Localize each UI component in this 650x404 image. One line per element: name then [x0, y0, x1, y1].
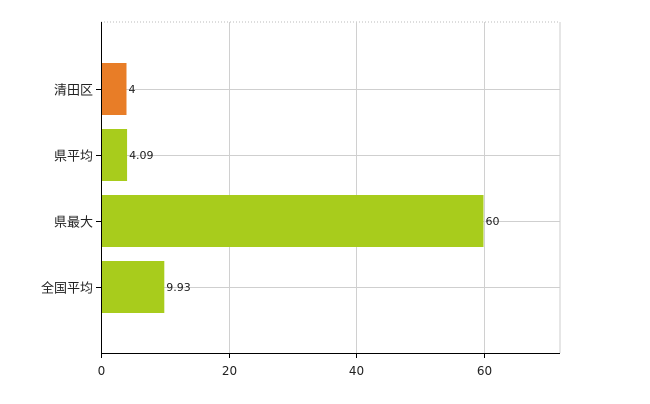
bars	[101, 63, 484, 313]
bar	[101, 261, 165, 313]
category-label: 県最大	[54, 216, 93, 231]
data-label: 9.93	[166, 281, 191, 294]
x-tick-label: 20	[222, 364, 237, 378]
axes	[96, 22, 560, 358]
bar	[101, 195, 484, 247]
bar	[101, 63, 127, 115]
x-tick-label: 60	[477, 364, 492, 378]
category-label: 清田区	[54, 84, 93, 99]
data-label: 4.09	[129, 149, 154, 162]
category-label: 全国平均	[41, 281, 93, 297]
x-tick-label: 0	[98, 364, 106, 378]
bar	[101, 129, 128, 181]
data-label: 4	[129, 83, 136, 96]
grid-lines	[101, 21, 561, 353]
x-tick-label: 40	[349, 364, 364, 378]
data-label: 60	[486, 215, 500, 228]
category-label: 県平均	[54, 150, 93, 165]
